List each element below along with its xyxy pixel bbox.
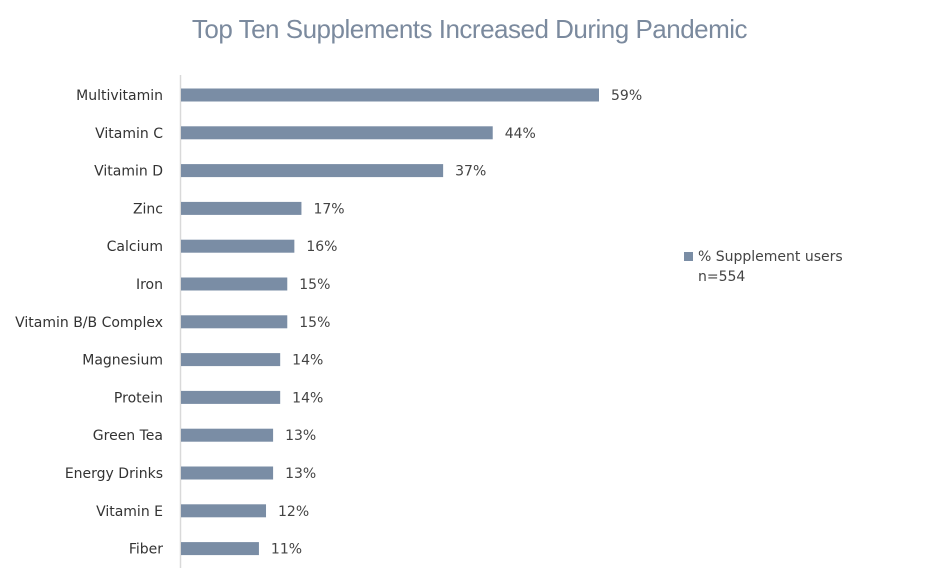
bar (181, 428, 274, 442)
category-label: Green Tea (93, 428, 163, 444)
bar (181, 390, 281, 404)
category-label: Vitamin C (95, 126, 163, 142)
data-label: 15% (299, 315, 330, 331)
data-label: 17% (313, 201, 344, 217)
bar (181, 239, 295, 253)
data-label: 15% (299, 277, 330, 293)
category-label: Vitamin E (96, 504, 163, 520)
chart-title: Top Ten Supplements Increased During Pan… (191, 14, 748, 44)
category-label: Calcium (107, 239, 163, 255)
data-label: 12% (278, 504, 309, 520)
data-label: 14% (292, 353, 323, 369)
bar (181, 277, 288, 291)
bar (181, 542, 259, 556)
data-label: 44% (505, 126, 536, 142)
bar (181, 315, 288, 329)
bar (181, 126, 493, 140)
data-label: 13% (285, 428, 316, 444)
legend-swatch (684, 252, 693, 261)
legend: % Supplement users n=554 (684, 247, 843, 287)
category-label: Protein (114, 390, 163, 406)
category-label: Multivitamin (76, 88, 163, 104)
bar (181, 88, 599, 102)
category-label: Zinc (133, 201, 163, 217)
data-label: 13% (285, 466, 316, 482)
category-label: Fiber (129, 542, 163, 558)
data-label: 16% (306, 239, 337, 255)
bar (181, 466, 274, 480)
category-label: Energy Drinks (65, 466, 163, 482)
legend-note: n=554 (698, 269, 746, 285)
data-label: 59% (611, 88, 642, 104)
data-label: 14% (292, 390, 323, 406)
bar (181, 201, 302, 215)
category-label: Iron (136, 277, 163, 293)
data-label: 11% (271, 542, 302, 558)
category-label: Vitamin B/B Complex (15, 315, 163, 331)
category-label: Magnesium (82, 353, 163, 369)
bar (181, 504, 267, 518)
data-label: 37% (455, 164, 486, 180)
category-label: Vitamin D (94, 164, 163, 180)
legend-label: % Supplement users (698, 249, 843, 265)
bar (181, 164, 444, 178)
bar (181, 353, 281, 367)
